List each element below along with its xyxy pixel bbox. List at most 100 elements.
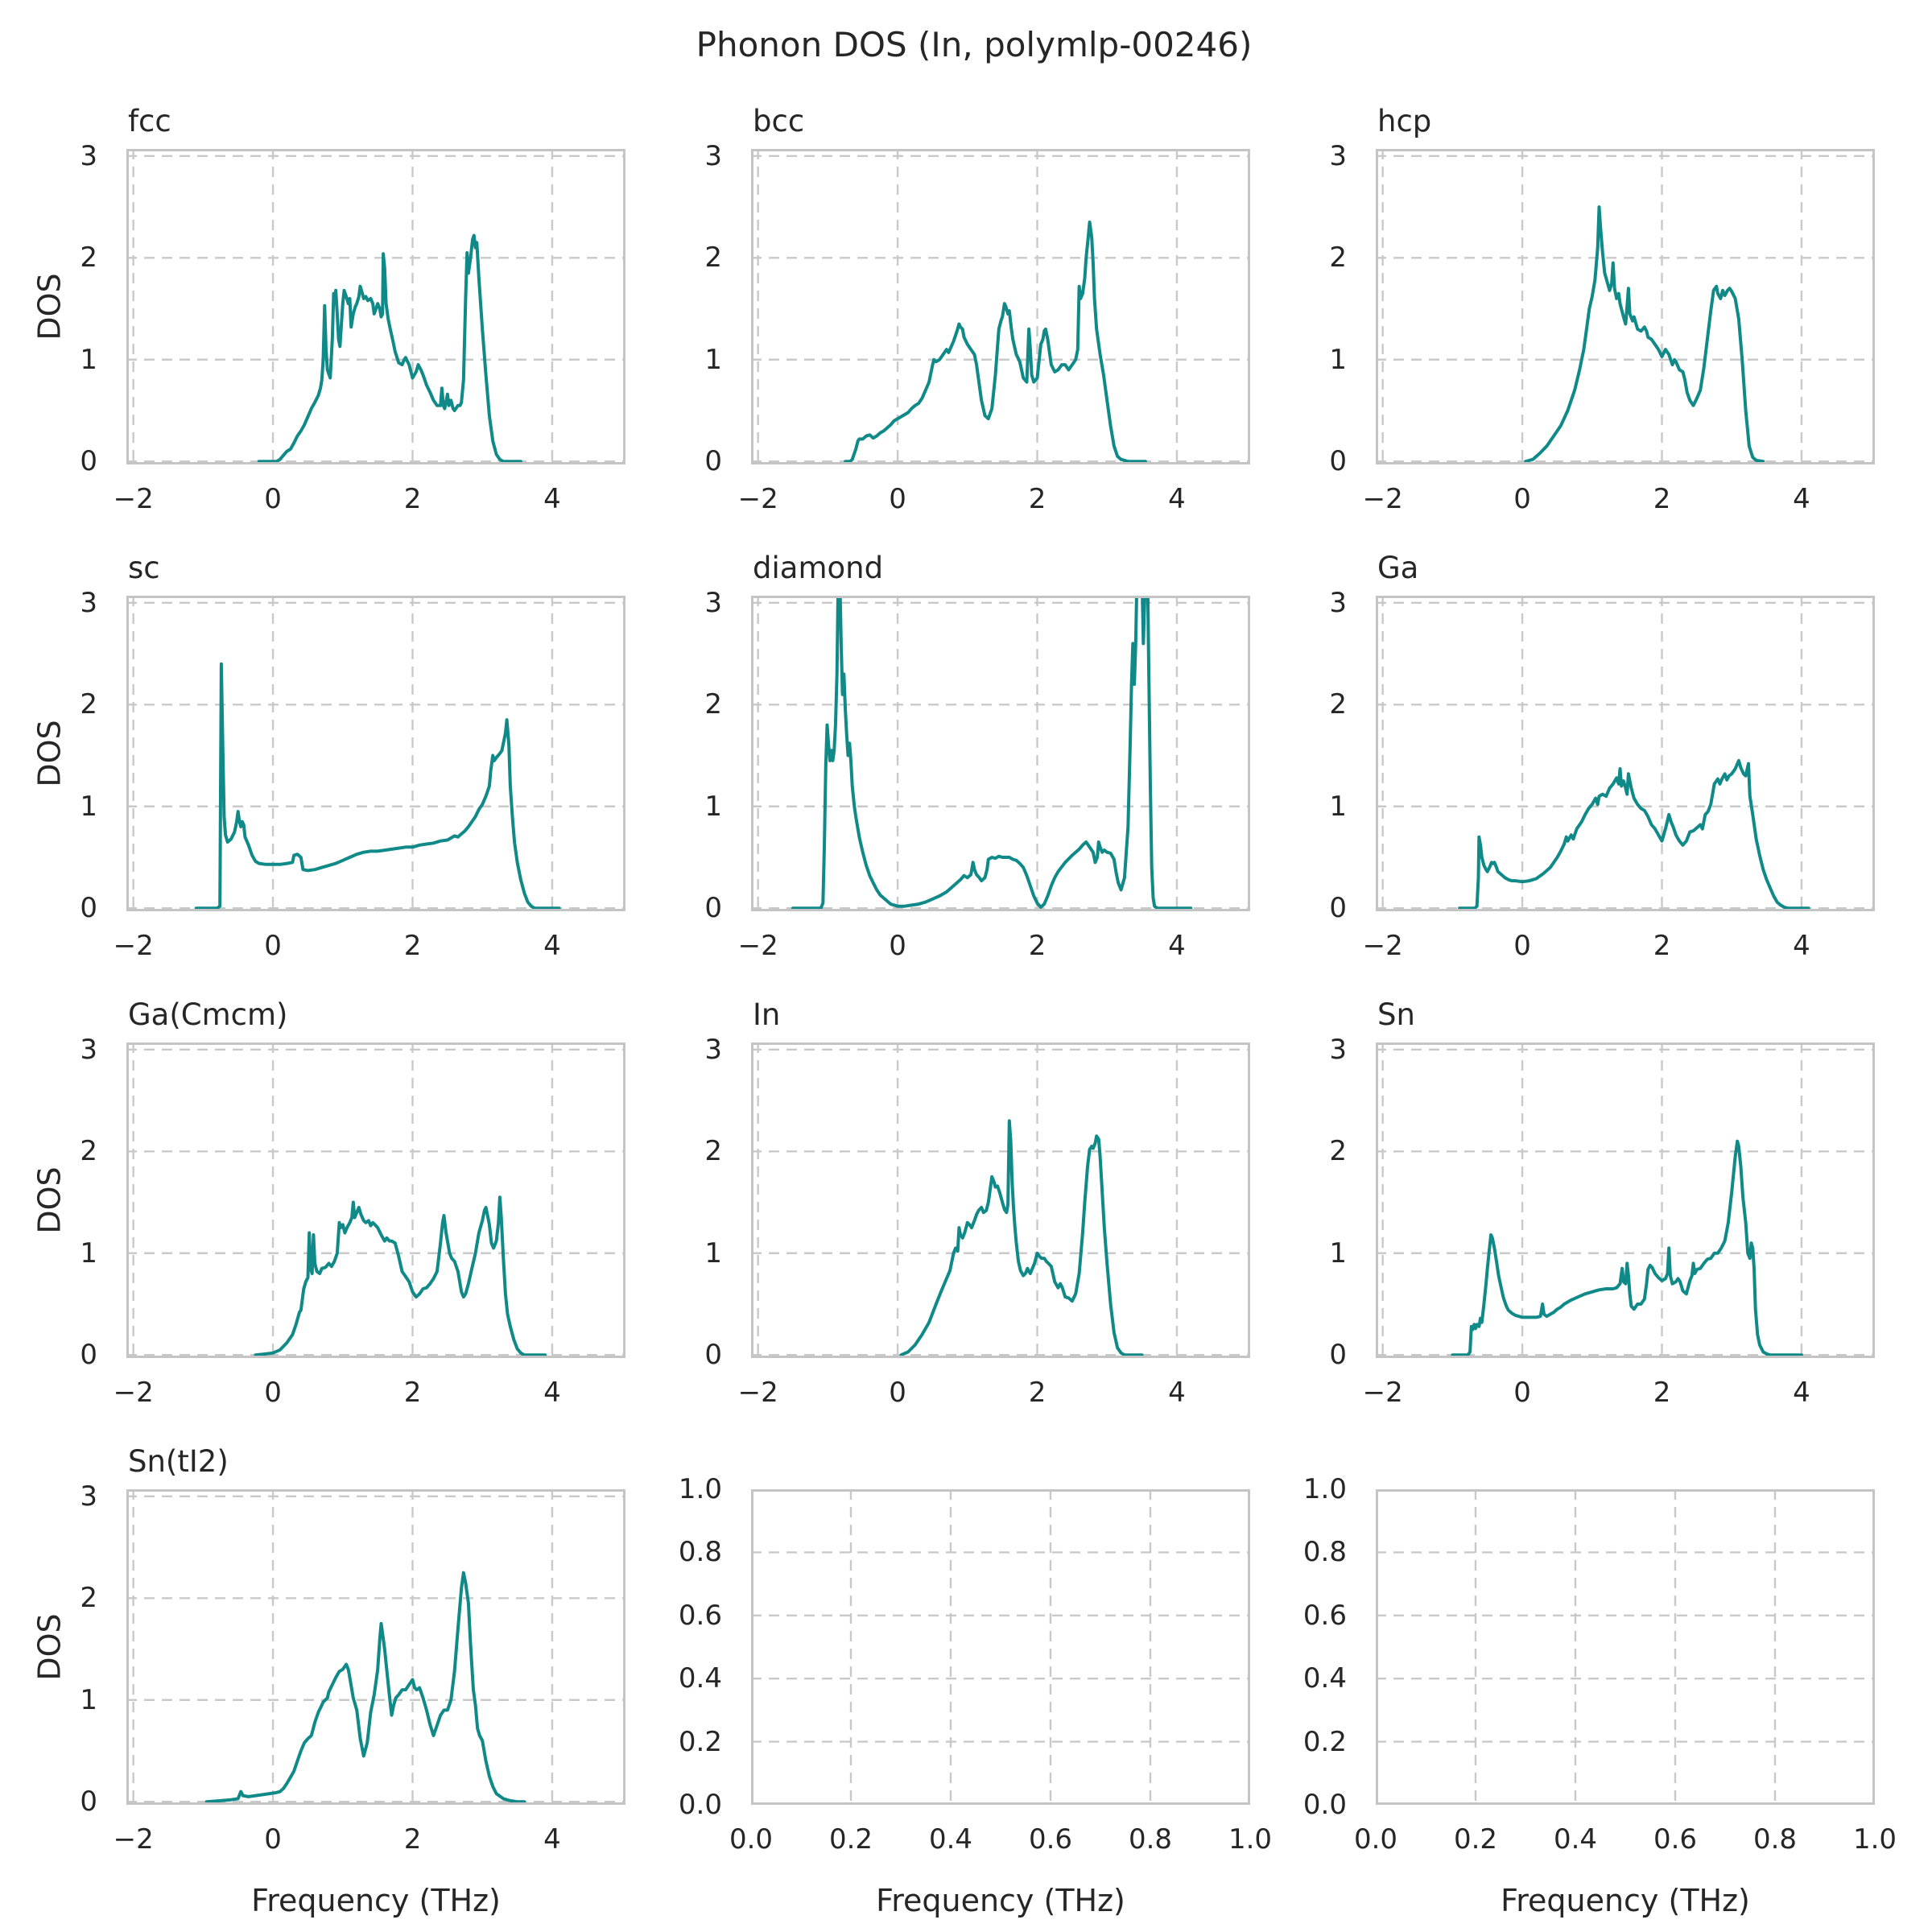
- x-tick-label: −2: [1362, 1377, 1403, 1409]
- x-tick-label: 1.0: [1228, 1823, 1273, 1856]
- plot-border: [126, 149, 625, 464]
- figure-title: Phonon DOS (In, polymlp-00246): [696, 25, 1253, 64]
- y-tick-label: 1: [1329, 343, 1347, 376]
- x-tick-label: 2: [1028, 1377, 1046, 1409]
- x-tick-label: 2: [403, 1377, 422, 1409]
- plot-area-in: [751, 1042, 1250, 1358]
- x-tick-label: −2: [113, 483, 154, 515]
- y-axis-label: DOS: [0, 673, 130, 834]
- y-axis-label-text: DOS: [31, 1613, 68, 1681]
- y-tick-label: 3: [80, 139, 97, 172]
- y-tick-label: 0: [704, 892, 722, 925]
- plot-area-ga-cmcm-: [126, 1042, 625, 1358]
- x-tick-label: −2: [737, 930, 778, 962]
- y-tick-label: 3: [80, 1033, 97, 1066]
- y-tick-label: 2: [1329, 1135, 1347, 1168]
- x-tick-label: 0: [889, 483, 906, 515]
- x-tick-label: 2: [1653, 1377, 1671, 1409]
- subplot-title-ga: Ga: [1377, 551, 1419, 585]
- x-tick-label: 4: [543, 1377, 561, 1409]
- y-tick-label: 0.8: [678, 1536, 722, 1569]
- y-tick-label: 0: [704, 445, 722, 478]
- y-tick-label: 3: [1329, 139, 1347, 172]
- x-tick-label: 4: [543, 930, 561, 962]
- plot-border: [751, 1489, 1250, 1805]
- x-tick-label: 0.4: [1553, 1823, 1598, 1856]
- y-tick-label: 1: [704, 343, 722, 376]
- plot-border: [126, 1042, 625, 1358]
- x-tick-label: 2: [1653, 483, 1671, 515]
- plot-area-empty-11: [1376, 1489, 1875, 1805]
- x-tick-label: 0: [889, 930, 906, 962]
- x-tick-label: 0.6: [1653, 1823, 1698, 1856]
- y-tick-label: 0.0: [678, 1789, 722, 1821]
- y-tick-label: 2: [80, 688, 97, 721]
- plot-border: [751, 149, 1250, 464]
- x-axis-label: Frequency (THz): [876, 1883, 1125, 1918]
- plot-border: [126, 1489, 625, 1805]
- x-tick-label: 2: [403, 483, 422, 515]
- y-tick-label: 2: [80, 242, 97, 275]
- y-tick-label: 0: [80, 1339, 97, 1372]
- y-tick-label: 0: [1329, 1339, 1347, 1372]
- plot-border: [751, 596, 1250, 911]
- y-tick-label: 0.4: [1302, 1662, 1347, 1695]
- x-tick-label: 0: [1513, 483, 1531, 515]
- y-tick-label: 0.2: [678, 1725, 722, 1758]
- x-tick-label: 4: [543, 483, 561, 515]
- x-tick-label: 4: [1168, 483, 1186, 515]
- dos-curve-ga: [1458, 758, 1810, 910]
- y-tick-label: 0: [80, 445, 97, 478]
- x-tick-label: 4: [1168, 930, 1186, 962]
- x-tick-label: 0.0: [729, 1823, 774, 1856]
- plot-area-sn: [1376, 1042, 1875, 1358]
- x-tick-label: 0.2: [828, 1823, 873, 1856]
- x-tick-label: 2: [403, 1823, 422, 1856]
- plot-border: [1376, 596, 1875, 911]
- y-tick-label: 0: [80, 892, 97, 925]
- plot-border: [1376, 149, 1875, 464]
- y-tick-label: 0.2: [1302, 1725, 1347, 1758]
- x-tick-label: 4: [543, 1823, 561, 1856]
- subplot-title-sn-ti2-: Sn(tI2): [128, 1444, 229, 1479]
- plot-area-fcc: [126, 149, 625, 464]
- y-axis-label: DOS: [0, 1120, 130, 1281]
- x-tick-label: 2: [1028, 930, 1046, 962]
- y-axis-label-text: DOS: [31, 720, 68, 787]
- y-tick-label: 1: [80, 790, 97, 823]
- plot-border: [1376, 1042, 1875, 1358]
- plot-area-diamond: [751, 596, 1250, 911]
- x-tick-label: −2: [113, 1823, 154, 1856]
- plot-border: [751, 1042, 1250, 1358]
- plot-area-hcp: [1376, 149, 1875, 464]
- plot-area-sn-ti2-: [126, 1489, 625, 1805]
- x-tick-label: 0.0: [1353, 1823, 1398, 1856]
- x-tick-label: 2: [1653, 930, 1671, 962]
- subplot-title-fcc: fcc: [128, 104, 171, 138]
- dos-curve-sn-ti2-: [204, 1571, 526, 1804]
- x-tick-label: 0.2: [1453, 1823, 1498, 1856]
- plot-border: [1376, 1489, 1875, 1805]
- y-tick-label: 3: [80, 1480, 97, 1513]
- y-tick-label: 0.4: [678, 1662, 722, 1695]
- subplot-title-hcp: hcp: [1377, 104, 1432, 138]
- x-axis-label: Frequency (THz): [251, 1883, 501, 1918]
- y-tick-label: 2: [80, 1135, 97, 1168]
- x-axis-label: Frequency (THz): [1501, 1883, 1750, 1918]
- y-tick-label: 1: [80, 343, 97, 376]
- subplot-title-diamond: diamond: [753, 551, 884, 585]
- dos-curve-bcc: [844, 221, 1147, 464]
- x-tick-label: 2: [1028, 483, 1046, 515]
- x-tick-label: 1.0: [1852, 1823, 1897, 1856]
- plot-area-bcc: [751, 149, 1250, 464]
- x-tick-label: 4: [1793, 930, 1810, 962]
- x-tick-label: −2: [737, 1377, 778, 1409]
- subplot-title-sn: Sn: [1377, 997, 1415, 1032]
- y-tick-label: 0: [1329, 445, 1347, 478]
- dos-curve-ga-cmcm-: [254, 1195, 547, 1357]
- dos-curve-diamond: [791, 596, 1193, 910]
- y-axis-label: DOS: [0, 226, 130, 387]
- plot-border: [126, 596, 625, 911]
- x-tick-label: 0: [1513, 930, 1531, 962]
